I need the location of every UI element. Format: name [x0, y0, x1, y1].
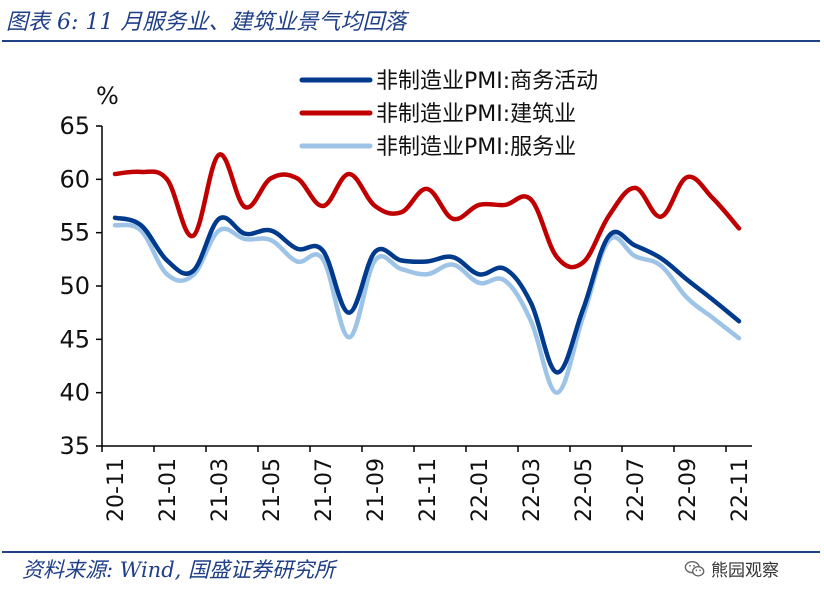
y-tick-label: 35	[59, 432, 90, 460]
y-tick-label: 60	[59, 165, 90, 193]
wechat-icon	[684, 560, 705, 577]
series-line-1	[112, 152, 742, 270]
legend-label: 非制造业PMI:服务业	[376, 135, 576, 160]
x-tick-label: 22-09	[676, 458, 701, 522]
x-tick-label: 22-05	[572, 458, 597, 522]
x-tick-label: 21-09	[364, 458, 389, 522]
y-tick-label: 45	[59, 325, 90, 353]
x-tick-label: 21-03	[208, 458, 233, 522]
y-tick-label: 55	[59, 219, 90, 247]
source-note: 资料来源: Wind, 国盛证券研究所	[22, 558, 335, 582]
y-axis: 35 40 45 50 55 60 65	[59, 112, 103, 460]
watermark-text: 熊园观察	[711, 561, 779, 581]
x-tick-label: 21-01	[156, 458, 181, 522]
y-tick-label: 50	[59, 272, 90, 300]
series-lines	[112, 152, 742, 395]
figure-title: 图表 6: 11 月服务业、建筑业景气均回落	[6, 10, 407, 35]
legend-label: 非制造业PMI:建筑业	[376, 102, 576, 127]
y-tick-label: 40	[59, 379, 90, 407]
x-axis: 20-11 21-01 21-03 21-05 21-07 21-09 21-11 22-01…	[101, 445, 753, 522]
x-tick-label: 22-03	[520, 458, 545, 522]
x-tick-label: 22-07	[624, 458, 649, 522]
x-tick-label: 20-11	[104, 458, 129, 522]
x-tick-label: 21-05	[260, 458, 285, 522]
x-tick-label: 21-11	[416, 458, 441, 522]
y-tick-label: 65	[59, 112, 90, 140]
series-line-2	[112, 222, 742, 395]
watermark: 熊园观察	[684, 556, 779, 581]
series-line-0	[112, 215, 742, 375]
title-divider	[2, 40, 820, 42]
x-tick-label: 22-11	[728, 458, 753, 522]
y-axis-label: %	[96, 82, 119, 110]
x-tick-label: 22-01	[468, 458, 493, 522]
source-divider	[2, 551, 820, 553]
legend-label: 非制造业PMI:商务活动	[376, 69, 598, 94]
x-tick-label: 21-07	[312, 458, 337, 522]
